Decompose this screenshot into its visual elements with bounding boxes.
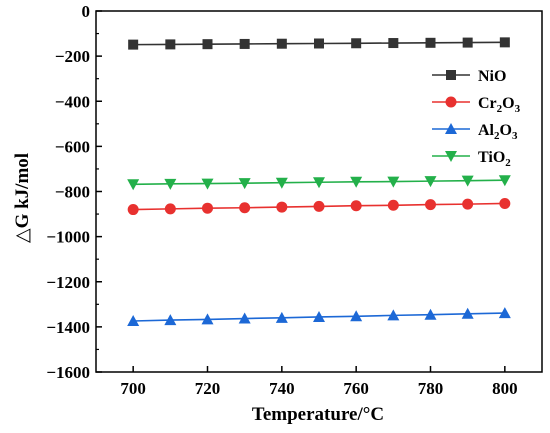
data-point: [128, 39, 139, 50]
data-point: [351, 38, 362, 49]
legend-item: Al2O3: [432, 122, 518, 142]
data-point: [276, 201, 288, 213]
data-point: [276, 38, 287, 49]
y-tick-label: 0: [82, 2, 91, 21]
data-point: [462, 198, 474, 210]
data-point: [164, 203, 176, 215]
data-point: [461, 307, 474, 319]
x-tick-label: 700: [120, 379, 146, 398]
data-point: [388, 38, 399, 49]
data-point: [424, 308, 437, 320]
data-point: [239, 38, 250, 49]
legend-item: NiO: [432, 68, 506, 85]
legend-marker: [445, 151, 457, 162]
data-point: [201, 178, 214, 190]
legend-marker: [445, 96, 457, 108]
y-tick-label: −1400: [46, 318, 90, 337]
data-point: [127, 179, 140, 191]
y-tick-label: −1200: [46, 273, 90, 292]
x-tick-label: 780: [418, 379, 444, 398]
data-point: [314, 38, 324, 49]
data-point: [313, 200, 325, 212]
data-point: [350, 176, 363, 188]
y-tick-label: −1600: [46, 363, 90, 382]
legend-item: Cr2O3: [432, 95, 521, 115]
data-point: [425, 199, 436, 211]
data-point: [164, 178, 177, 190]
data-point: [238, 178, 251, 190]
data-point: [498, 175, 511, 187]
data-point: [424, 176, 437, 188]
legend-item: TiO2: [432, 149, 511, 169]
data-point: [238, 312, 251, 324]
y-tick-label: −400: [55, 92, 90, 111]
data-point: [499, 37, 510, 48]
x-tick-label: 760: [343, 379, 369, 398]
data-point: [313, 177, 325, 189]
series-0: [128, 37, 510, 50]
data-point: [275, 311, 288, 323]
data-point: [275, 177, 288, 189]
legend-marker: [446, 70, 456, 80]
y-tick-label: −200: [55, 47, 90, 66]
series-1: [127, 197, 511, 216]
data-point: [350, 200, 362, 212]
data-point: [387, 309, 400, 321]
data-point: [387, 176, 400, 188]
data-point: [164, 314, 177, 326]
data-point: [499, 197, 511, 209]
x-tick-label: 740: [269, 379, 295, 398]
y-axis-title: △G kJ/mol: [12, 153, 33, 243]
data-point: [498, 307, 511, 319]
series-3: [127, 175, 511, 191]
legend-label: TiO2: [478, 149, 511, 169]
data-point: [239, 202, 251, 214]
legend-label: NiO: [478, 68, 506, 85]
legend-label: Al2O3: [478, 122, 518, 142]
data-point: [165, 39, 176, 50]
series-2: [127, 307, 511, 327]
data-point: [462, 37, 473, 48]
data-point: [127, 204, 139, 216]
data-point: [202, 202, 213, 214]
x-tick-label: 720: [195, 379, 221, 398]
data-point: [387, 199, 399, 211]
data-point: [202, 39, 213, 50]
data-point: [425, 37, 436, 48]
y-tick-label: −800: [55, 183, 90, 202]
y-tick-label: −1000: [46, 228, 90, 247]
data-point: [313, 310, 325, 322]
x-tick-label: 800: [492, 379, 518, 398]
data-point: [127, 315, 140, 327]
y-tick-label: −600: [55, 137, 90, 156]
data-point: [201, 313, 214, 325]
x-axis-title: Temperature/°C: [252, 404, 384, 425]
data-point: [350, 310, 363, 322]
data-point: [461, 175, 474, 187]
legend-label: Cr2O3: [478, 95, 521, 115]
legend-marker: [445, 123, 457, 134]
